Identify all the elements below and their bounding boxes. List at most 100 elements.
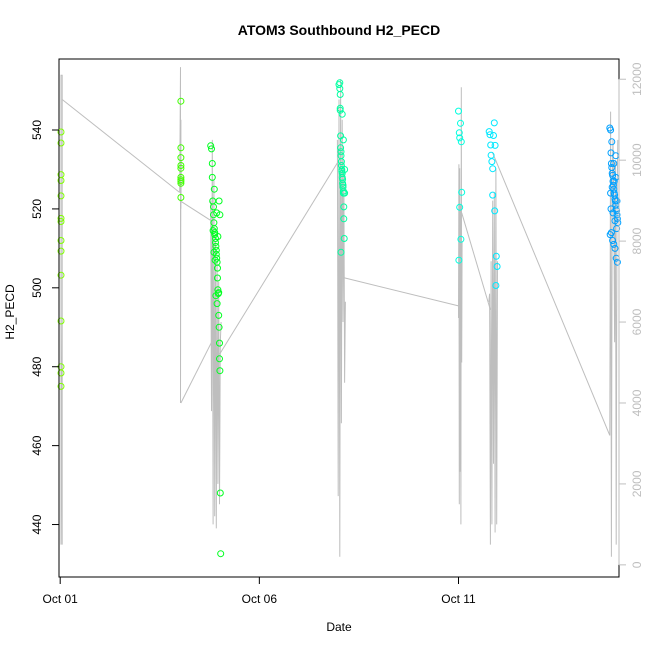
data-point bbox=[57, 237, 65, 244]
data-point bbox=[215, 323, 223, 331]
x-tick-label: Oct 06 bbox=[242, 592, 278, 606]
y-tick-label: 460 bbox=[30, 435, 44, 455]
data-point bbox=[177, 177, 185, 185]
y-tick-label: 520 bbox=[30, 199, 44, 219]
data-point bbox=[210, 203, 217, 211]
x-axis-label: Date bbox=[326, 620, 352, 634]
data-point bbox=[208, 145, 215, 153]
data-point bbox=[177, 144, 185, 152]
data-point bbox=[216, 367, 224, 375]
x-tick-label: Oct 11 bbox=[441, 592, 476, 606]
data-point bbox=[456, 134, 464, 142]
data-point bbox=[607, 229, 615, 237]
data-point bbox=[457, 235, 465, 243]
data-point bbox=[210, 185, 218, 193]
grey-series-line-2 bbox=[179, 67, 182, 404]
chart-title: ATOM3 Southbound H2_PECD bbox=[238, 22, 440, 38]
data-point bbox=[214, 286, 222, 294]
grey-series-line-0 bbox=[60, 74, 63, 545]
data-point bbox=[487, 141, 495, 149]
data-point bbox=[57, 247, 65, 255]
data-point bbox=[492, 282, 500, 289]
data-point bbox=[337, 144, 345, 152]
grey-series-line-7 bbox=[336, 79, 346, 557]
data-point bbox=[337, 148, 345, 156]
data-point bbox=[457, 138, 465, 146]
data-point bbox=[339, 187, 347, 195]
y-tick-label: 540 bbox=[30, 120, 44, 140]
data-point bbox=[177, 194, 185, 201]
data-point bbox=[493, 263, 501, 270]
y-tick-label: 480 bbox=[30, 356, 44, 376]
y-axis-label: H2_PECD bbox=[3, 284, 17, 340]
data-point bbox=[613, 225, 621, 233]
data-point bbox=[490, 132, 497, 139]
data-point bbox=[177, 164, 185, 172]
data-point bbox=[455, 107, 462, 115]
data-point bbox=[338, 166, 346, 173]
grey-series-line-10 bbox=[461, 212, 491, 311]
grey-series-line-8 bbox=[342, 277, 459, 307]
data-point bbox=[177, 173, 185, 181]
data-point bbox=[57, 128, 65, 136]
data-point bbox=[207, 142, 215, 150]
y2-tick-label: 8000 bbox=[630, 227, 644, 254]
data-point bbox=[492, 252, 500, 260]
y-tick-label: 440 bbox=[30, 514, 44, 534]
x-axis: Oct 01 Oct 06 Oct 11 bbox=[43, 576, 476, 606]
data-point bbox=[455, 256, 463, 264]
data-point bbox=[216, 339, 223, 347]
y2-tick-label: 12000 bbox=[630, 62, 644, 96]
data-point bbox=[608, 138, 616, 146]
data-point bbox=[214, 264, 221, 272]
data-point bbox=[611, 244, 619, 252]
data-point bbox=[340, 203, 348, 211]
data-point bbox=[456, 203, 464, 211]
y2-tick-label: 4000 bbox=[630, 389, 644, 416]
data-point bbox=[611, 217, 619, 225]
data-point bbox=[336, 106, 344, 114]
data-point bbox=[216, 211, 224, 219]
data-point bbox=[177, 97, 185, 105]
data-point bbox=[607, 160, 615, 167]
data-point bbox=[613, 197, 621, 205]
data-point bbox=[215, 197, 223, 205]
data-point bbox=[337, 158, 345, 166]
y2-tick-label: 0 bbox=[630, 561, 644, 568]
grey-series-line-6 bbox=[219, 159, 340, 355]
data-point bbox=[610, 160, 618, 167]
data-point bbox=[213, 254, 221, 262]
data-point bbox=[57, 271, 65, 279]
data-point bbox=[177, 162, 185, 169]
data-point bbox=[212, 242, 220, 250]
y2-tick-label: 6000 bbox=[630, 308, 644, 335]
data-point bbox=[609, 237, 617, 244]
data-point bbox=[214, 274, 221, 282]
data-point bbox=[610, 177, 618, 185]
data-point bbox=[339, 136, 347, 144]
data-point bbox=[458, 188, 466, 196]
data-point bbox=[607, 205, 615, 213]
data-point bbox=[57, 317, 65, 325]
data-point bbox=[336, 104, 344, 112]
data-point bbox=[341, 166, 349, 173]
data-point bbox=[489, 191, 497, 199]
points-layer bbox=[57, 79, 622, 558]
data-point bbox=[215, 311, 223, 319]
data-point bbox=[209, 227, 217, 235]
data-point bbox=[212, 239, 219, 246]
data-point bbox=[211, 256, 219, 264]
x-tick-label: Oct 01 bbox=[43, 592, 79, 606]
data-point bbox=[609, 209, 617, 217]
data-point bbox=[212, 292, 220, 300]
data-point bbox=[610, 240, 618, 248]
data-point bbox=[57, 218, 65, 225]
grey-series-line-1 bbox=[61, 99, 181, 193]
data-point bbox=[336, 85, 344, 93]
data-point bbox=[613, 211, 621, 219]
data-point bbox=[336, 91, 344, 98]
y2-axis: 0 2000 4000 6000 8000 10000 12000 bbox=[618, 62, 644, 568]
data-point bbox=[338, 110, 346, 118]
data-point bbox=[608, 183, 616, 191]
